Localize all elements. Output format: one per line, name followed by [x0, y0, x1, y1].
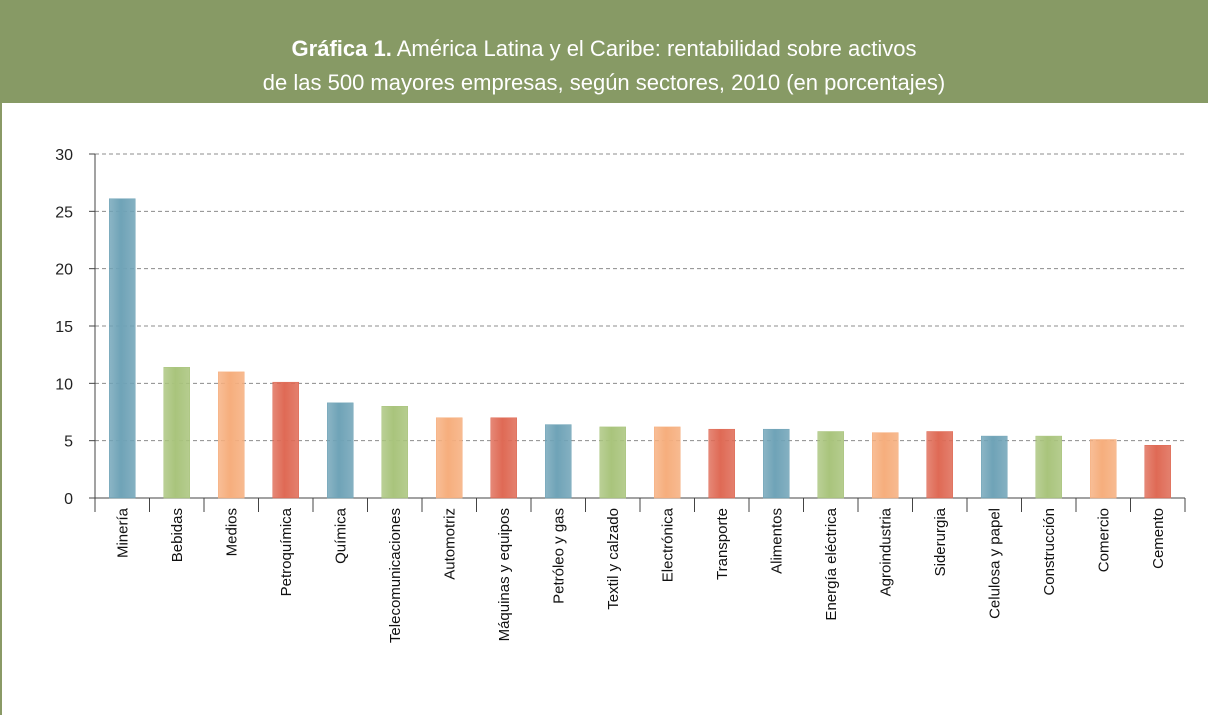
- bar-Siderurgia: [926, 431, 953, 499]
- bar-Telecomunicaciones: [381, 406, 408, 499]
- x-tick-label: Comercio: [1095, 508, 1112, 572]
- y-tick-label: 0: [64, 491, 73, 508]
- x-tick-label: Construcción: [1041, 508, 1058, 596]
- x-tick-label: Alimentos: [768, 508, 785, 574]
- x-tick-label: Medios: [223, 508, 240, 556]
- bar-Energía eléctrica: [817, 431, 844, 499]
- x-tick-label: Textil y calzado: [605, 508, 622, 610]
- x-tick-label: Minería: [114, 507, 131, 558]
- title-line-1: Gráfica 1. América Latina y el Caribe: r…: [0, 32, 1208, 66]
- bar-Textil y calzado: [599, 426, 626, 499]
- y-tick-label: 15: [55, 319, 73, 336]
- title-line-2: de las 500 mayores empresas, según secto…: [262, 70, 946, 95]
- x-tick-label: Máquinas y equipos: [496, 508, 513, 641]
- bar-Celulosa y papel: [981, 435, 1008, 499]
- bar-Química: [327, 402, 354, 499]
- bar-Cemento: [1144, 445, 1171, 499]
- bar-Bebidas: [163, 367, 190, 499]
- y-tick-label: 5: [64, 434, 73, 451]
- y-tick-label: 25: [55, 204, 73, 221]
- title-bold: Gráfica 1.: [291, 36, 392, 61]
- bar-Comercio: [1090, 439, 1117, 499]
- x-tick-label: Transporte: [714, 508, 731, 580]
- x-tick-label: Telecomunicaciones: [387, 508, 404, 643]
- x-tick-label: Siderurgia: [932, 507, 949, 576]
- x-tick-label: Bebidas: [169, 508, 186, 562]
- y-tick-label: 30: [55, 147, 73, 164]
- title-text-1: América Latina y el Caribe: rentabilidad…: [396, 36, 917, 61]
- x-tick-label: Cemento: [1150, 508, 1167, 569]
- x-tick-labels: Minería Bebidas Medios Petroquímica Química T…: [114, 507, 1167, 643]
- bar-Transporte: [708, 428, 735, 499]
- axes: [94, 154, 1186, 512]
- x-tick-label: Celulosa y papel: [986, 508, 1003, 619]
- y-tick-label: 20: [55, 262, 73, 279]
- bar-Construcción: [1035, 435, 1062, 499]
- x-tick-label: Energía eléctrica: [823, 507, 840, 620]
- x-tick-label: Química: [332, 507, 349, 564]
- bar-Agroindustria: [872, 432, 899, 499]
- bar-Automotriz: [436, 417, 463, 499]
- bar-Medios: [218, 371, 245, 499]
- y-tick-label: 10: [55, 376, 73, 393]
- bar-Petróleo y gas: [545, 424, 572, 499]
- bar-Máquinas y equipos: [490, 417, 517, 499]
- grid-lines: [89, 153, 1185, 499]
- chart-header: Gráfica 1. América Latina y el Caribe: r…: [0, 0, 1208, 103]
- x-tick-label: Petroquímica: [278, 507, 295, 596]
- bar-Alimentos: [763, 428, 790, 499]
- x-tick-label: Electrónica: [659, 507, 676, 582]
- x-tick-label: Petróleo y gas: [550, 508, 567, 604]
- bar-Minería: [109, 198, 136, 499]
- bar-Petroquímica: [272, 381, 299, 499]
- bars: [109, 198, 1171, 499]
- x-tick-label: Agroindustria: [877, 507, 894, 596]
- bar-Electrónica: [654, 426, 681, 499]
- x-tick-label: Automotriz: [441, 508, 458, 580]
- y-tick-labels: 0 5 10 15 20 25 30: [55, 147, 73, 508]
